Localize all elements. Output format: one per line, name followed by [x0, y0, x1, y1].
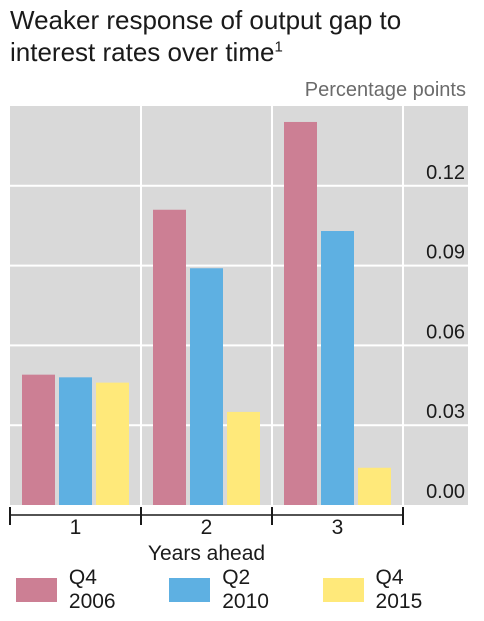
bar-chart: 0.00 0.03 0.06 0.09 0.12 1 2 3 Years ahead	[9, 106, 468, 565]
bar-q2-2010-year-3	[321, 231, 354, 505]
bar-q4-2006-year-3	[284, 121, 317, 506]
legend-label: Q4 2015	[375, 566, 423, 613]
bar-q4-2006-year-1	[22, 374, 55, 505]
chart-title: Weaker response of output gap to interes…	[10, 5, 402, 67]
title-footnote-marker: 1	[274, 38, 283, 56]
bar-q4-2015-year-3	[358, 467, 391, 505]
y-tick-label: 0.03	[426, 401, 465, 423]
y-tick-label: 0.00	[426, 481, 465, 503]
y-tick-label: 0.09	[426, 242, 465, 264]
bar-q2-2010-year-2	[190, 268, 223, 505]
legend: Q4 2006 Q2 2010 Q4 2015	[16, 566, 476, 613]
unit-label: Percentage points	[304, 79, 466, 101]
y-tick-label: 0.06	[426, 321, 465, 343]
legend-item: Q4 2015	[322, 566, 454, 614]
y-tick-label: 0.12	[426, 162, 465, 184]
bar-q4-2015-year-2	[227, 411, 260, 505]
legend-item: Q4 2006	[16, 566, 147, 614]
x-tick-label: 2	[201, 516, 213, 539]
x-axis-label: Years ahead	[148, 542, 265, 565]
bar-q2-2010-year-1	[59, 377, 92, 505]
legend-item: Q2 2010	[169, 566, 300, 614]
legend-label: Q2 2010	[222, 566, 269, 613]
legend-swatch	[169, 578, 211, 602]
bar-q4-2015-year-1	[96, 382, 129, 505]
legend-label: Q4 2006	[68, 566, 116, 613]
x-tick-label: 1	[70, 516, 82, 539]
legend-swatch	[16, 578, 57, 602]
x-tick-label: 3	[332, 516, 344, 539]
bar-q4-2006-year-2	[153, 209, 186, 506]
legend-swatch	[322, 578, 364, 602]
